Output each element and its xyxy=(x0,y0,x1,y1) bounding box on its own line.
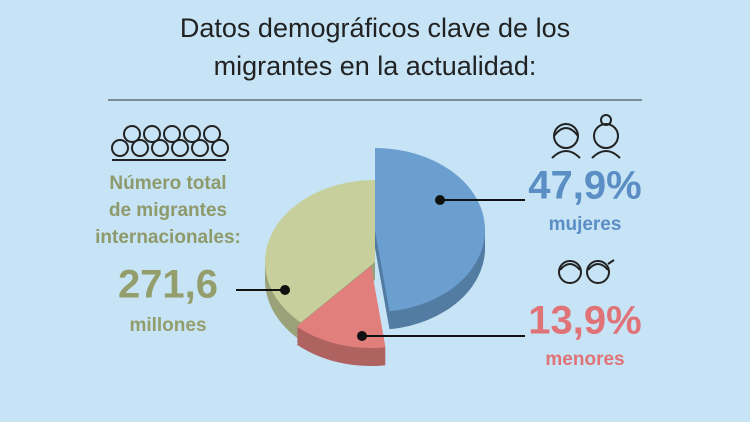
person-head xyxy=(151,139,169,157)
person-head xyxy=(211,139,229,157)
slice xyxy=(264,180,375,323)
chart-title: Datos demográficos clave de los xyxy=(180,13,570,43)
legend-label: mujeres xyxy=(549,214,622,235)
total-text: Número total xyxy=(109,173,226,194)
total-unit: millones xyxy=(129,315,206,336)
children-icon xyxy=(558,259,615,284)
person-head xyxy=(131,139,149,157)
chart-title: migrantes en la actualidad: xyxy=(214,51,537,81)
crowd-icon xyxy=(111,125,229,161)
legend-label: menores xyxy=(545,349,624,370)
person-head xyxy=(203,125,221,143)
women-icon xyxy=(551,114,621,159)
person-head xyxy=(143,125,161,143)
total-text: de migrantes xyxy=(109,200,227,221)
person-head xyxy=(191,139,209,157)
person-head xyxy=(163,125,181,143)
person-head xyxy=(171,139,189,157)
value-label: 13,9% xyxy=(528,299,641,343)
total-value: 271,6 xyxy=(118,263,218,307)
person-head xyxy=(183,125,201,143)
leaders xyxy=(236,195,525,341)
slice xyxy=(296,266,386,348)
value-label: 47,9% xyxy=(528,164,641,208)
slice xyxy=(375,148,485,312)
person-head xyxy=(123,125,141,143)
person-head xyxy=(111,139,129,157)
total-text: internacionales: xyxy=(95,227,241,248)
